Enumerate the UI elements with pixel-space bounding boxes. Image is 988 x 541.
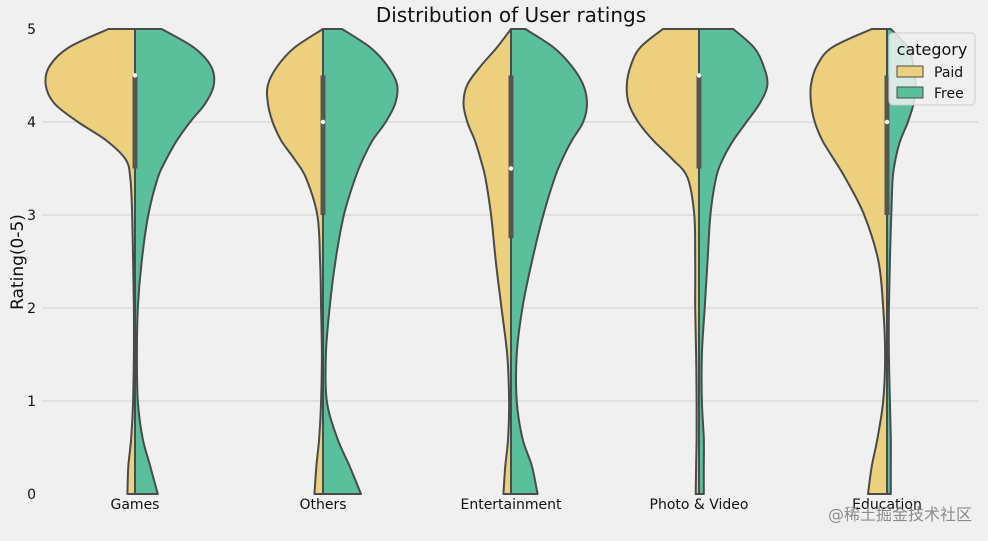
violin-half-paid-photo-video	[625, 28, 700, 495]
violin-games	[44, 28, 216, 495]
violins	[44, 28, 917, 495]
y-tick-label-4: 4	[27, 115, 36, 131]
violin-half-paid-education	[809, 28, 888, 495]
x-tick-label-games: Games	[111, 497, 160, 513]
median-marker-photo-video	[696, 73, 702, 78]
legend-label-paid: Paid	[934, 65, 963, 81]
x-tick-label-education: Education	[852, 497, 922, 513]
violin-half-paid-entertainment	[462, 28, 512, 495]
violin-entertainment	[462, 28, 588, 495]
legend-title: category	[897, 40, 968, 59]
y-tick-label-5: 5	[27, 22, 36, 38]
violin-half-paid-others	[265, 28, 324, 495]
violin-half-free-entertainment	[510, 28, 588, 495]
chart-title: Distribution of User ratings	[376, 3, 646, 27]
median-marker-entertainment	[508, 166, 514, 171]
legend-swatch-free	[896, 86, 924, 99]
violin-half-free-others	[322, 28, 399, 495]
legend-swatch-paid	[896, 65, 924, 78]
y-tick-label-1: 1	[27, 394, 36, 410]
y-tick-label-0: 0	[27, 487, 36, 503]
violin-photo-video	[625, 28, 769, 495]
y-tick-labels: 0 1 2 3 4 5	[27, 22, 36, 503]
median-marker-education	[884, 119, 890, 125]
legend-label-free: Free	[934, 86, 964, 102]
y-tick-label-3: 3	[27, 208, 36, 224]
watermark: @稀土掘金技术社区	[828, 505, 972, 524]
legend: category Paid Free	[888, 32, 976, 106]
violin-half-free-games	[134, 28, 216, 495]
violin-others	[265, 28, 399, 495]
x-tick-label-photo-video: Photo & Video	[650, 497, 749, 513]
violin-half-paid-games	[44, 28, 136, 495]
median-marker-games	[132, 73, 138, 78]
y-tick-label-2: 2	[27, 301, 36, 317]
x-tick-label-others: Others	[299, 497, 346, 513]
x-tick-labels: Games Others Entertainment Photo & Video Edu…	[111, 497, 922, 513]
x-tick-label-entertainment: Entertainment	[460, 497, 562, 513]
y-axis-label: Rating(0-5)	[8, 214, 28, 310]
violin-half-free-photo-video	[698, 28, 769, 495]
median-marker-others	[320, 119, 326, 125]
